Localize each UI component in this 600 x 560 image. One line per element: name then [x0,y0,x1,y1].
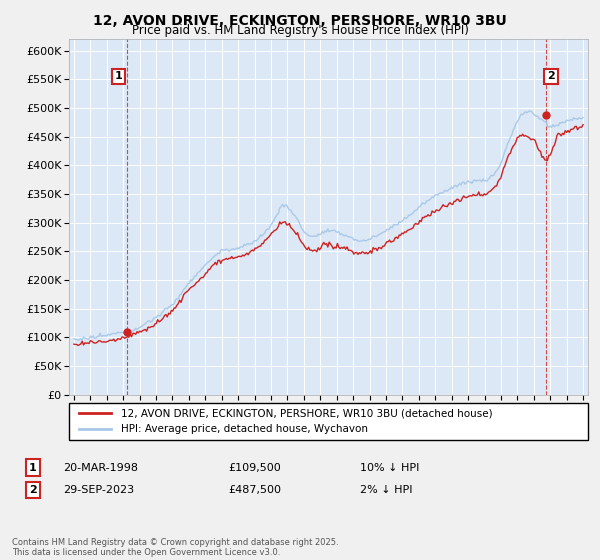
Text: 10% ↓ HPI: 10% ↓ HPI [360,463,419,473]
FancyBboxPatch shape [69,403,588,440]
Text: 29-SEP-2023: 29-SEP-2023 [63,485,134,495]
Text: £109,500: £109,500 [228,463,281,473]
Text: 12, AVON DRIVE, ECKINGTON, PERSHORE, WR10 3BU: 12, AVON DRIVE, ECKINGTON, PERSHORE, WR1… [93,14,507,28]
Text: 12, AVON DRIVE, ECKINGTON, PERSHORE, WR10 3BU (detached house): 12, AVON DRIVE, ECKINGTON, PERSHORE, WR1… [121,408,493,418]
Text: £487,500: £487,500 [228,485,281,495]
Text: 2: 2 [29,485,37,495]
Text: 20-MAR-1998: 20-MAR-1998 [63,463,138,473]
Text: 1: 1 [29,463,37,473]
Text: Contains HM Land Registry data © Crown copyright and database right 2025.
This d: Contains HM Land Registry data © Crown c… [12,538,338,557]
Text: 1: 1 [115,72,122,82]
Text: 2: 2 [547,72,555,82]
Text: Price paid vs. HM Land Registry's House Price Index (HPI): Price paid vs. HM Land Registry's House … [131,24,469,37]
Text: 2% ↓ HPI: 2% ↓ HPI [360,485,413,495]
Text: HPI: Average price, detached house, Wychavon: HPI: Average price, detached house, Wych… [121,424,368,435]
